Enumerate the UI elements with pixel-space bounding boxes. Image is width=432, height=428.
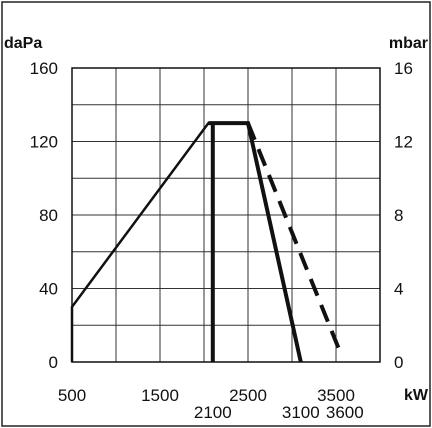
x-axis-unit-label: kW	[404, 387, 429, 404]
y-left-tick-label: 80	[39, 206, 58, 225]
y-left-tick-label: 0	[49, 353, 58, 372]
x-tick-label: 3500	[317, 386, 355, 405]
chart-grid	[72, 68, 380, 362]
chart-labels: daPa mbar kW 0 40 80 120 160 0 4 8 12 16 500 1500 25…	[4, 35, 429, 422]
x-tick-label-secondary: 3100	[282, 403, 320, 422]
series-line-dashed	[246, 122, 343, 354]
y-left-tick-label: 160	[30, 59, 58, 78]
x-tick-label-secondary: 3600	[326, 403, 364, 422]
y-right-tick-label: 12	[394, 133, 413, 152]
x-tick-label: 2500	[229, 386, 267, 405]
plot-area-frame	[71, 67, 381, 363]
series-line-solid	[70, 121, 303, 363]
x-tick-label: 500	[58, 386, 86, 405]
x-tick-label: 1500	[141, 386, 179, 405]
series-line-max-boundary	[208, 121, 303, 363]
y-right-tick-label: 8	[394, 206, 403, 225]
x-tick-label-secondary: 2100	[194, 403, 232, 422]
y-right-tick-label: 0	[394, 353, 403, 372]
y-right-tick-label: 4	[394, 280, 403, 299]
y-axis-left-unit-label: daPa	[4, 35, 42, 52]
y-left-tick-label: 40	[39, 280, 58, 299]
chart-series	[70, 121, 343, 363]
y-axis-right-unit-label: mbar	[389, 35, 428, 52]
y-right-tick-label: 16	[394, 59, 413, 78]
y-left-tick-label: 120	[30, 133, 58, 152]
